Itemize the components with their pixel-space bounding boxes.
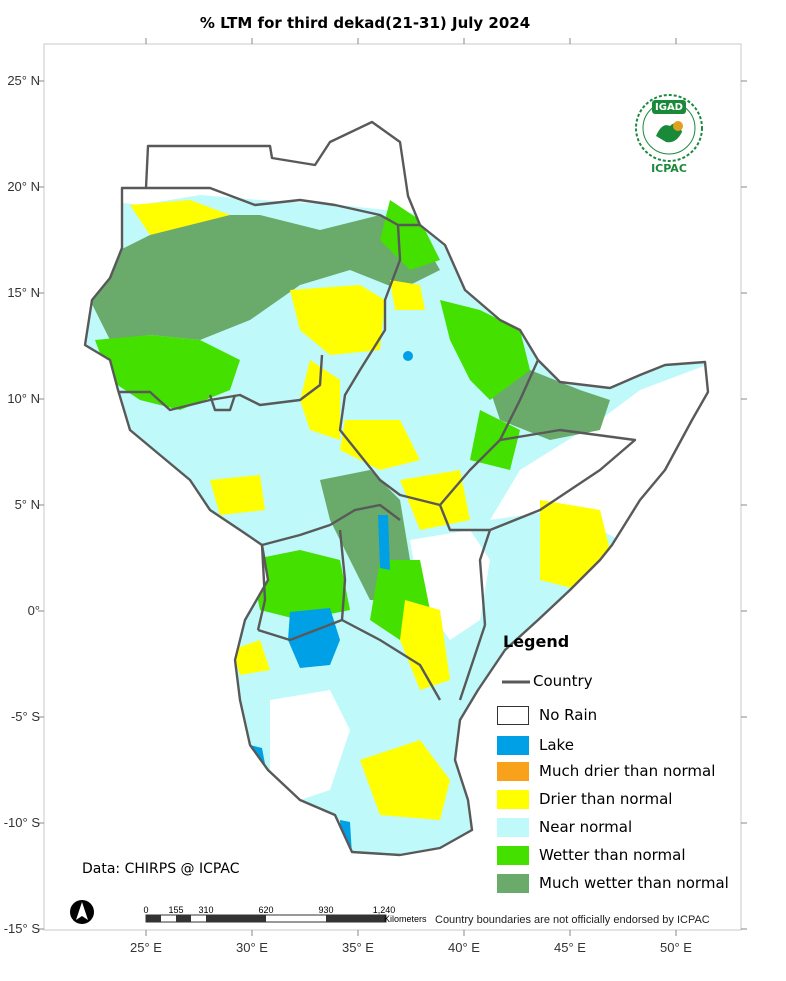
lat-label: 10° N	[7, 391, 40, 406]
legend-label: Much wetter than normal	[539, 874, 729, 892]
legend-label: Lake	[539, 736, 574, 754]
legend-item-much-wetter: Much wetter than normal	[497, 872, 729, 894]
scale-label: 0	[143, 905, 149, 915]
legend-label: Near normal	[539, 818, 633, 836]
lon-label: 25° E	[130, 940, 162, 955]
legend-label: No Rain	[539, 706, 598, 724]
legend-swatch	[497, 735, 529, 755]
legend-swatch	[497, 873, 529, 893]
legend-label: Wetter than normal	[539, 846, 686, 864]
scale-bar	[145, 914, 387, 923]
legend-item-near-normal: Near normal	[497, 816, 632, 838]
scale-label: 155	[168, 905, 184, 915]
lat-label: 20° N	[7, 179, 40, 194]
lat-label: 15° N	[7, 285, 40, 300]
scale-unit: Kilometers	[384, 914, 427, 924]
legend-item-no-rain: No Rain	[497, 704, 597, 726]
legend-country: Country	[533, 670, 593, 692]
scale-label: 310	[198, 905, 214, 915]
legend: Legend Country No Rain Lake Much drier t…	[497, 632, 737, 893]
legend-item-lake: Lake	[497, 734, 574, 756]
legend-item-wetter: Wetter than normal	[497, 844, 686, 866]
legend-title: Legend	[503, 632, 570, 651]
scale-label: 620	[258, 905, 274, 915]
data-source: Data: CHIRPS @ ICPAC	[82, 861, 240, 877]
logo-text-icpac: ICPAC	[651, 162, 687, 175]
lat-label: -15° S	[3, 921, 40, 936]
lat-label: -5° S	[10, 709, 40, 724]
lon-label: 40° E	[448, 940, 480, 955]
legend-label: Much drier than normal	[539, 762, 716, 780]
legend-item-drier: Drier than normal	[497, 788, 672, 810]
legend-swatch	[497, 845, 529, 865]
legend-swatch	[497, 817, 529, 837]
icpac-logo: IGAD ICPAC	[632, 92, 706, 180]
lat-label: 25° N	[7, 73, 40, 88]
map-frame	[43, 43, 742, 931]
lon-label: 35° E	[342, 940, 374, 955]
lon-label: 50° E	[660, 940, 692, 955]
graticule-ticks	[38, 38, 747, 936]
legend-item-much-drier: Much drier than normal	[497, 760, 715, 782]
map-title: % LTM for third dekad(21-31) July 2024	[199, 14, 531, 32]
disclaimer: Country boundaries are not officially en…	[435, 914, 710, 926]
legend-swatch	[497, 705, 529, 725]
country-boundaries	[83, 120, 710, 857]
lat-label: -10° S	[3, 815, 40, 830]
legend-swatch	[497, 761, 529, 781]
lon-label: 30° E	[236, 940, 268, 955]
lat-label: 5° N	[14, 497, 40, 512]
legend-label: Drier than normal	[539, 790, 673, 808]
scale-label: 1,240	[372, 905, 396, 915]
lat-label: 0°	[27, 603, 40, 618]
legend-country-label: Country	[533, 672, 593, 690]
logo-text-igad: IGAD	[655, 102, 683, 113]
lon-label: 45° E	[554, 940, 586, 955]
legend-swatch	[497, 789, 529, 809]
north-arrow-icon	[70, 900, 94, 924]
scale-label: 930	[318, 905, 334, 915]
